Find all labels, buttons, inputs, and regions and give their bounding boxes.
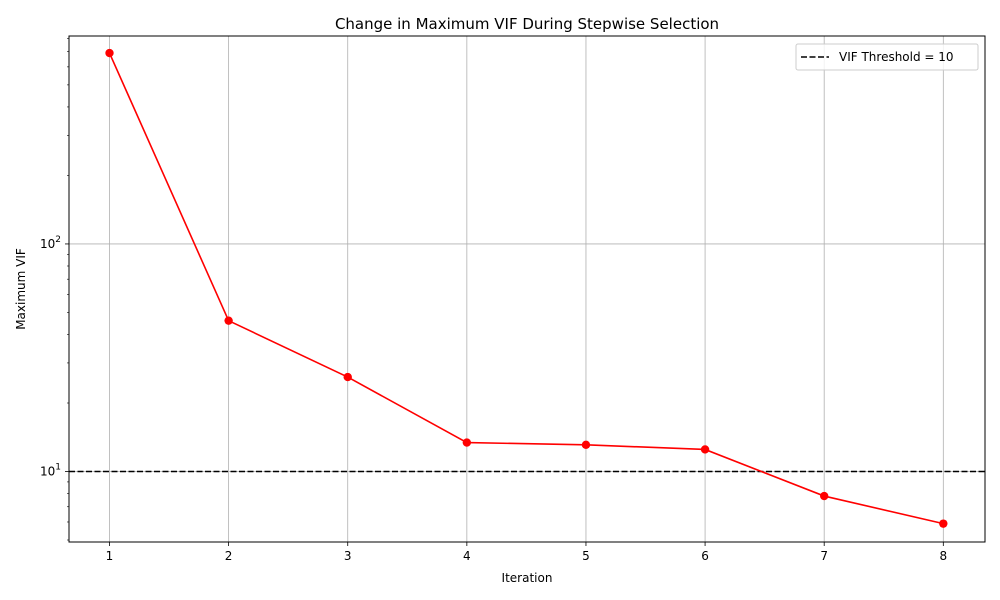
legend-threshold-label: VIF Threshold = 10 <box>839 50 954 64</box>
x-tick-label: 6 <box>701 549 709 563</box>
grid <box>69 36 985 542</box>
max-vif-point <box>819 491 829 501</box>
max-vif-series-line <box>108 52 944 525</box>
max-vif-point <box>939 519 948 528</box>
max-vif-point <box>224 316 233 325</box>
max-vif-point <box>343 372 352 382</box>
x-tick-label: 3 <box>344 549 352 563</box>
max-vif-point <box>581 440 591 450</box>
legend-box <box>795 43 979 71</box>
series-layer <box>105 48 948 528</box>
x-tick-label: 7 <box>820 549 828 563</box>
x-axis-label: Iteration <box>502 571 553 585</box>
chart-title: Change in Maximum VIF During Stepwise Se… <box>335 15 719 33</box>
legend: VIF Threshold = 10 <box>795 43 979 71</box>
x-tick-label: 1 <box>106 549 114 563</box>
y-axis-ticks: 101 102 <box>40 235 69 479</box>
x-tick-label: 2 <box>225 549 233 563</box>
y-tick-label: 101 <box>40 463 61 479</box>
y-axis-label: Maximum VIF <box>14 248 28 330</box>
x-tick-label: 5 <box>582 549 590 563</box>
plot-frame <box>68 35 986 543</box>
x-axis-ticks: 1 2 3 4 5 6 7 8 <box>106 542 947 563</box>
x-tick-label: 4 <box>463 549 471 563</box>
max-vif-point <box>700 445 710 454</box>
y-tick-label: 102 <box>40 235 61 251</box>
max-vif-point <box>462 438 472 447</box>
x-tick-label: 8 <box>939 549 947 563</box>
max-vif-point <box>105 48 114 58</box>
